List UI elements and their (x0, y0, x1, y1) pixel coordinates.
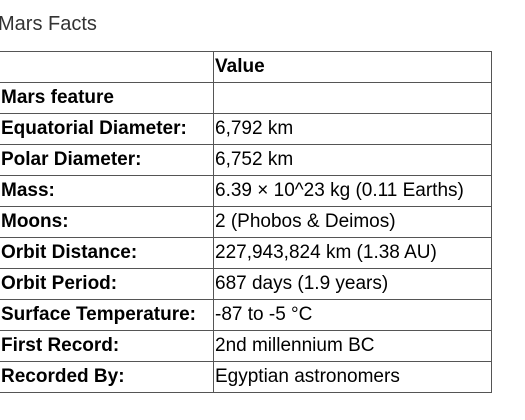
header-row: Value (0, 51, 492, 83)
table-row: Equatorial Diameter: 6,792 km (0, 113, 492, 145)
table-row: Orbit Period: 687 days (1.9 years) (0, 268, 492, 300)
index-name-row: Mars feature (0, 82, 492, 114)
table-body: Equatorial Diameter: 6,792 km Polar Diam… (0, 113, 492, 393)
row-key-cell: Recorded By: (0, 361, 214, 393)
mars-facts-table: Value Mars feature Equatorial Diameter: … (0, 51, 492, 393)
index-name-cell: Mars feature (0, 82, 214, 114)
table-row: Mass: 6.39 × 10^23 kg (0.11 Earths) (0, 175, 492, 207)
table-row: Polar Diameter: 6,752 km (0, 144, 492, 176)
row-key-cell: Moons: (0, 206, 214, 238)
row-key-cell: Mass: (0, 175, 214, 207)
table-header: Value Mars feature (0, 51, 492, 114)
row-key-cell: Surface Temperature: (0, 299, 214, 331)
row-value-cell: 6,752 km (213, 144, 492, 176)
table-row: First Record: 2nd millennium BC (0, 330, 492, 362)
row-key-cell: Equatorial Diameter: (0, 113, 214, 145)
table-row: Recorded By: Egyptian astronomers (0, 361, 492, 393)
table-row: Orbit Distance: 227,943,824 km (1.38 AU) (0, 237, 492, 269)
row-value-cell: 2 (Phobos & Deimos) (213, 206, 492, 238)
page-title: Mars Facts (0, 13, 97, 35)
header-value-column: Value (213, 51, 492, 83)
row-value-cell: 227,943,824 km (1.38 AU) (213, 237, 492, 269)
row-key-cell: Polar Diameter: (0, 144, 214, 176)
row-value-cell: 2nd millennium BC (213, 330, 492, 362)
header-corner-cell (0, 51, 214, 83)
row-value-cell: -87 to -5 °C (213, 299, 492, 331)
row-value-cell: 6,792 km (213, 113, 492, 145)
table-row: Moons: 2 (Phobos & Deimos) (0, 206, 492, 238)
row-value-cell: Egyptian astronomers (213, 361, 492, 393)
row-value-cell: 6.39 × 10^23 kg (0.11 Earths) (213, 175, 492, 207)
index-value-cell (213, 82, 492, 114)
row-value-cell: 687 days (1.9 years) (213, 268, 492, 300)
row-key-cell: Orbit Period: (0, 268, 214, 300)
table-row: Surface Temperature: -87 to -5 °C (0, 299, 492, 331)
row-key-cell: First Record: (0, 330, 214, 362)
row-key-cell: Orbit Distance: (0, 237, 214, 269)
